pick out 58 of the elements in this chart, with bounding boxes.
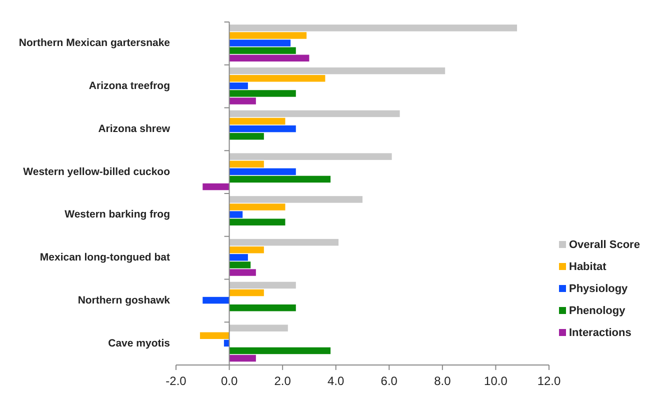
bar (229, 246, 264, 254)
bar (229, 354, 256, 362)
y-tick-label: Arizona treefrog (88, 80, 170, 92)
x-tick-label: 0.0 (220, 374, 238, 388)
legend-label: Physiology (569, 282, 629, 295)
bar (229, 262, 251, 268)
bar (229, 204, 286, 210)
bar (229, 196, 362, 203)
bar (229, 282, 296, 289)
bar (200, 332, 230, 339)
x-tick-label: 8.0 (434, 374, 452, 388)
bar (229, 90, 296, 97)
x-tick-label: 10.0 (484, 374, 508, 388)
bar (229, 168, 296, 176)
x-tick-label: -2.0 (166, 374, 187, 388)
bar (229, 110, 400, 118)
bar (229, 67, 446, 74)
y-tick-label: Northern goshawk (78, 294, 170, 306)
legend-label: Interactions (569, 326, 632, 339)
bar (229, 211, 243, 218)
bar (229, 160, 264, 168)
bar (229, 98, 256, 104)
bar (229, 74, 326, 82)
bar (202, 296, 230, 304)
x-tick-label: 6.0 (380, 374, 398, 388)
bar (229, 347, 331, 354)
y-tick-label: Cave myotis (108, 337, 170, 350)
bar (229, 125, 296, 132)
bar (229, 176, 331, 183)
y-tick-label: Mexican long-tongued bat (40, 252, 170, 264)
x-tick-label: 2.0 (274, 374, 292, 388)
bar (229, 238, 339, 246)
bar (229, 118, 286, 125)
bar (229, 269, 256, 276)
bar (229, 82, 248, 90)
x-tick-label: 12.0 (537, 374, 561, 388)
bar (229, 324, 288, 332)
bar (229, 289, 264, 296)
bar (224, 340, 230, 347)
y-tick-label: Arizona shrew (98, 122, 171, 135)
y-tick-label: Western yellow-billed cuckoo (23, 166, 170, 178)
legend-label: Habitat (569, 260, 607, 273)
bar (229, 40, 291, 46)
bar (229, 304, 296, 312)
legend-label: Overall Score (569, 238, 640, 251)
bar (202, 183, 230, 190)
y-tick-label: Western barking frog (64, 208, 170, 221)
legend-label: Phenology (569, 304, 626, 317)
x-tick-label: 4.0 (328, 374, 345, 388)
bar (229, 54, 310, 62)
bar (229, 47, 296, 54)
bar (229, 153, 392, 160)
y-tick-label: Northern Mexican gartersnake (18, 37, 170, 50)
bar (229, 254, 248, 261)
bar (229, 218, 286, 226)
bar (229, 132, 264, 140)
bar (229, 24, 518, 32)
bar (229, 32, 307, 39)
